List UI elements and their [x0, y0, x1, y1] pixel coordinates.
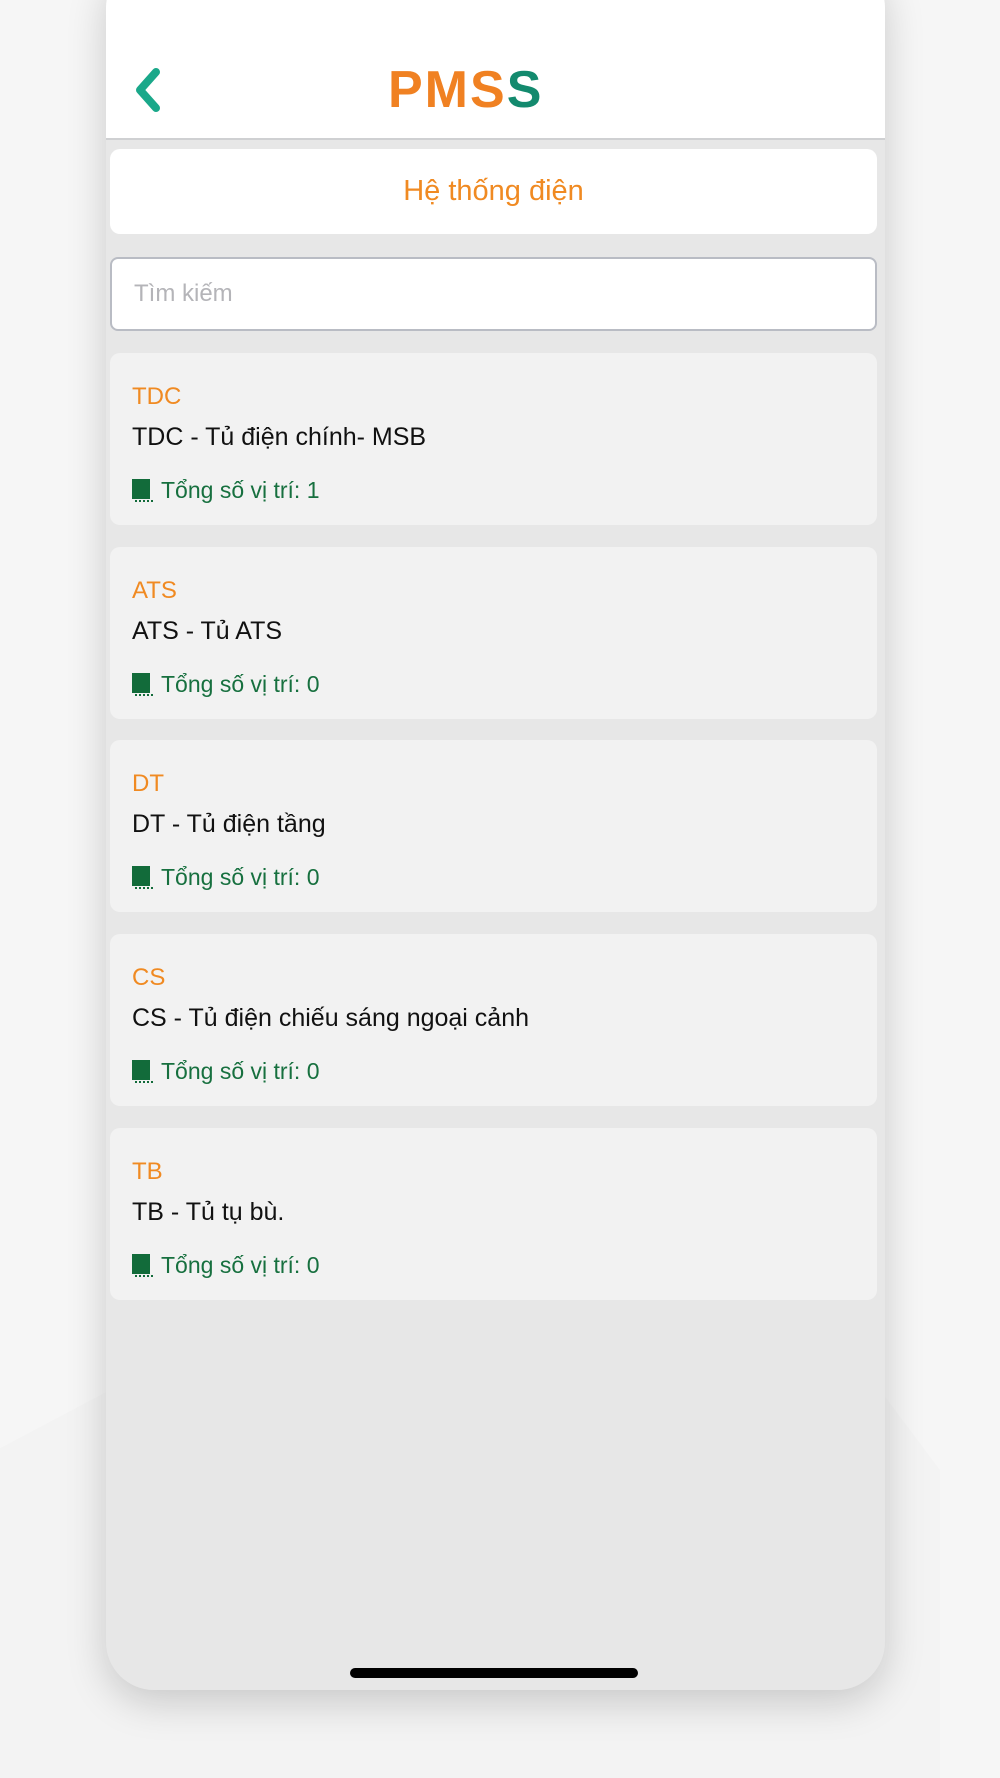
list-item-cs[interactable]: CS CS - Tủ điện chiếu sáng ngoại cảnh Tổ… [110, 934, 877, 1106]
item-code: CS [132, 964, 166, 991]
list-item-tb[interactable]: TB TB - Tủ tụ bù. Tổng số vị trí: 0 [110, 1128, 877, 1300]
search-field[interactable] [110, 257, 877, 331]
list-item-tdc[interactable]: TDC TDC - Tủ điện chính- MSB Tổng số vị … [110, 353, 877, 525]
chevron-left-icon [136, 68, 160, 112]
pmss-logo: PMSS [388, 64, 543, 116]
app-header: PMSS [106, 0, 885, 140]
back-button[interactable] [132, 68, 168, 112]
list-item-dt[interactable]: DT DT - Tủ điện tầng Tổng số vị trí: 0 [110, 740, 877, 912]
chip-icon [132, 672, 154, 697]
item-name: ATS - Tủ ATS [132, 617, 283, 645]
count-label: Tổng số vị trí: 1 [161, 477, 320, 503]
item-name: TB - Tủ tụ bù. [132, 1198, 285, 1226]
phone-screen: PMSS Hệ thống điện TDC TDC - Tủ điện chí… [106, 0, 885, 1690]
chip-icon [132, 1253, 154, 1278]
count-label: Tổng số vị trí: 0 [161, 864, 320, 890]
list-item-ats[interactable]: ATS ATS - Tủ ATS Tổng số vị trí: 0 [110, 547, 877, 719]
item-location-count: Tổng số vị trí: 0 [132, 1252, 320, 1279]
item-name: TDC - Tủ điện chính- MSB [132, 423, 427, 451]
item-location-count: Tổng số vị trí: 0 [132, 671, 320, 698]
count-label: Tổng số vị trí: 0 [161, 1252, 320, 1278]
item-location-count: Tổng số vị trí: 0 [132, 864, 320, 891]
item-location-count: Tổng số vị trí: 0 [132, 1058, 320, 1085]
item-code: TDC [132, 383, 182, 410]
logo-text-orange: PMS [388, 61, 507, 119]
item-location-count: Tổng số vị trí: 1 [132, 477, 320, 504]
item-name: DT - Tủ điện tầng [132, 810, 326, 838]
home-indicator[interactable] [350, 1668, 638, 1678]
count-label: Tổng số vị trí: 0 [161, 671, 320, 697]
item-code: ATS [132, 577, 177, 604]
chip-icon [132, 1059, 154, 1084]
page-title: Hệ thống điện [110, 149, 877, 234]
count-label: Tổng số vị trí: 0 [161, 1058, 320, 1084]
item-code: DT [132, 770, 164, 797]
item-name: CS - Tủ điện chiếu sáng ngoại cảnh [132, 1004, 530, 1032]
chip-icon [132, 865, 154, 890]
item-code: TB [132, 1158, 163, 1185]
logo-text-green: S [506, 61, 544, 119]
chip-icon [132, 478, 154, 503]
search-input[interactable] [112, 259, 875, 329]
